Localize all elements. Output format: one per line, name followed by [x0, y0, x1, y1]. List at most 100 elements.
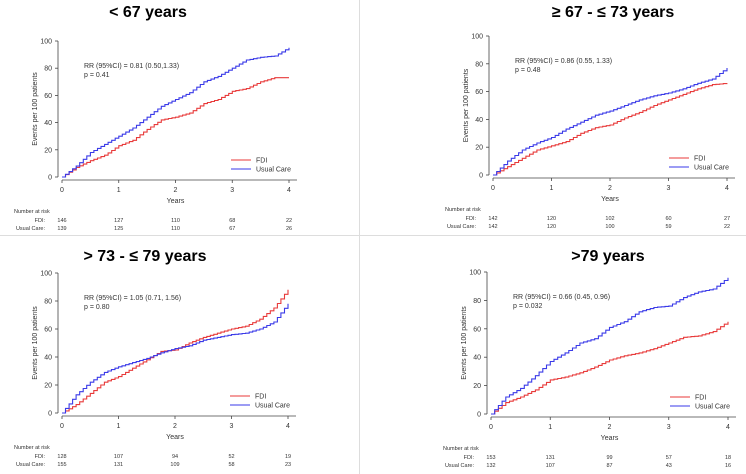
- risk-row-label: FDI:: [466, 216, 477, 222]
- risk-value: 127: [114, 218, 123, 224]
- risk-value: 128: [57, 454, 66, 460]
- chart-title: < 67 years: [109, 4, 187, 21]
- risk-value: 109: [170, 462, 179, 468]
- risk-table-title: Number at risk: [14, 445, 50, 451]
- risk-value: 110: [171, 218, 180, 224]
- x-tick-label: 2: [608, 185, 612, 192]
- y-tick-label: 40: [473, 355, 481, 362]
- y-tick-label: 20: [44, 383, 52, 390]
- risk-row-label: Usual Care:: [16, 462, 46, 468]
- y-tick-label: 20: [473, 383, 481, 390]
- y-tick-label: 20: [475, 145, 483, 152]
- y-tick-label: 40: [44, 120, 52, 127]
- y-axis-label: Events per 100 patients: [463, 68, 470, 142]
- x-tick-label: 3: [230, 187, 234, 194]
- annotation: p = 0.80: [84, 304, 110, 311]
- risk-value: 22: [286, 218, 292, 224]
- km-panel-2: ≥ 67 - ≤ 73 years 0 20 40 60 80 100 0 1 2 3 4 Years E…: [373, 0, 746, 237]
- risk-value: 120: [547, 216, 556, 222]
- risk-row-label: Usual Care:: [16, 226, 46, 232]
- risk-value: 27: [724, 216, 730, 222]
- x-tick-label: 4: [287, 187, 291, 194]
- y-tick-label: 0: [477, 412, 481, 419]
- risk-value: 139: [57, 226, 66, 232]
- legend-label: FDI: [695, 395, 706, 402]
- x-tick-label: 1: [117, 423, 121, 430]
- y-tick-label: 60: [473, 326, 481, 333]
- series-line-usual-care: [62, 47, 290, 178]
- legend-label: Usual Care: [256, 167, 291, 174]
- risk-value: 142: [488, 216, 497, 222]
- legend-label: FDI: [256, 158, 267, 165]
- risk-table-title: Number at risk: [443, 446, 479, 452]
- risk-value: 57: [666, 455, 672, 461]
- risk-value: 18: [725, 455, 731, 461]
- risk-value: 87: [606, 463, 612, 469]
- risk-value: 52: [228, 454, 234, 460]
- risk-value: 26: [286, 226, 292, 232]
- x-axis-label: Years: [601, 196, 619, 203]
- series-line-usual-care: [491, 277, 729, 415]
- risk-value: 131: [114, 462, 123, 468]
- risk-value: 142: [488, 224, 497, 230]
- risk-value: 120: [547, 224, 556, 230]
- risk-row-label: FDI:: [35, 218, 46, 224]
- y-tick-label: 100: [469, 270, 481, 277]
- x-tick-label: 0: [489, 424, 493, 431]
- series-line-fdi: [491, 321, 729, 415]
- risk-value: 132: [486, 463, 495, 469]
- y-tick-label: 80: [44, 299, 52, 306]
- risk-value: 153: [486, 455, 495, 461]
- x-axis-label: Years: [166, 434, 184, 441]
- km-chart: < 67 years 0 20 40 60 80 100 0 1 2 3 4 Years Events p…: [14, 4, 297, 232]
- risk-value: 99: [606, 455, 612, 461]
- risk-value: 94: [172, 454, 178, 460]
- y-tick-label: 100: [40, 271, 52, 278]
- x-axis-label: Years: [167, 198, 185, 205]
- x-axis-label: Years: [601, 435, 619, 442]
- risk-value: 146: [57, 218, 66, 224]
- y-tick-label: 100: [471, 34, 483, 41]
- legend-label: Usual Care: [694, 165, 729, 172]
- risk-row-label: Usual Care:: [445, 463, 475, 469]
- y-tick-label: 20: [44, 147, 52, 154]
- x-tick-label: 2: [173, 423, 177, 430]
- risk-row-label: Usual Care:: [447, 224, 477, 230]
- km-chart: >79 years 0 20 40 60 80 100 0 1 2 3 4 Years Events pe…: [443, 248, 736, 469]
- risk-value: 22: [724, 224, 730, 230]
- legend-label: FDI: [255, 394, 266, 401]
- x-tick-label: 4: [726, 424, 730, 431]
- risk-value: 23: [285, 462, 291, 468]
- y-axis-label: Events per 100 patients: [32, 306, 39, 380]
- annotation: p = 0.032: [513, 303, 542, 310]
- series-line-fdi: [62, 77, 289, 178]
- y-tick-label: 80: [44, 66, 52, 73]
- risk-table-title: Number at risk: [14, 209, 50, 215]
- risk-value: 19: [285, 454, 291, 460]
- y-tick-label: 100: [40, 39, 52, 46]
- x-tick-label: 4: [725, 185, 729, 192]
- risk-value: 60: [665, 216, 671, 222]
- chart-title: >79 years: [571, 248, 645, 265]
- risk-table-title: Number at risk: [445, 207, 481, 213]
- y-axis-label: Events per 100 patients: [32, 72, 39, 146]
- y-tick-label: 40: [475, 117, 483, 124]
- y-axis-label: Events per 100 patients: [461, 306, 468, 380]
- annotation: p = 0.41: [84, 72, 110, 79]
- x-tick-label: 1: [548, 424, 552, 431]
- risk-value: 125: [114, 226, 123, 232]
- km-panel-3: > 73 - ≤ 79 years 0 20 40 60 80 100 0 1 2 3 4 Years E…: [0, 237, 373, 474]
- y-tick-label: 80: [475, 61, 483, 68]
- y-tick-label: 0: [48, 411, 52, 418]
- risk-row-label: FDI:: [464, 455, 475, 461]
- divider: [359, 0, 360, 474]
- divider: [0, 235, 746, 236]
- legend-label: FDI: [694, 156, 705, 163]
- annotation: p = 0.48: [515, 67, 541, 74]
- x-tick-label: 0: [491, 185, 495, 192]
- x-tick-label: 0: [60, 423, 64, 430]
- x-tick-label: 1: [550, 185, 554, 192]
- chart-title: > 73 - ≤ 79 years: [83, 248, 206, 265]
- x-tick-label: 3: [230, 423, 234, 430]
